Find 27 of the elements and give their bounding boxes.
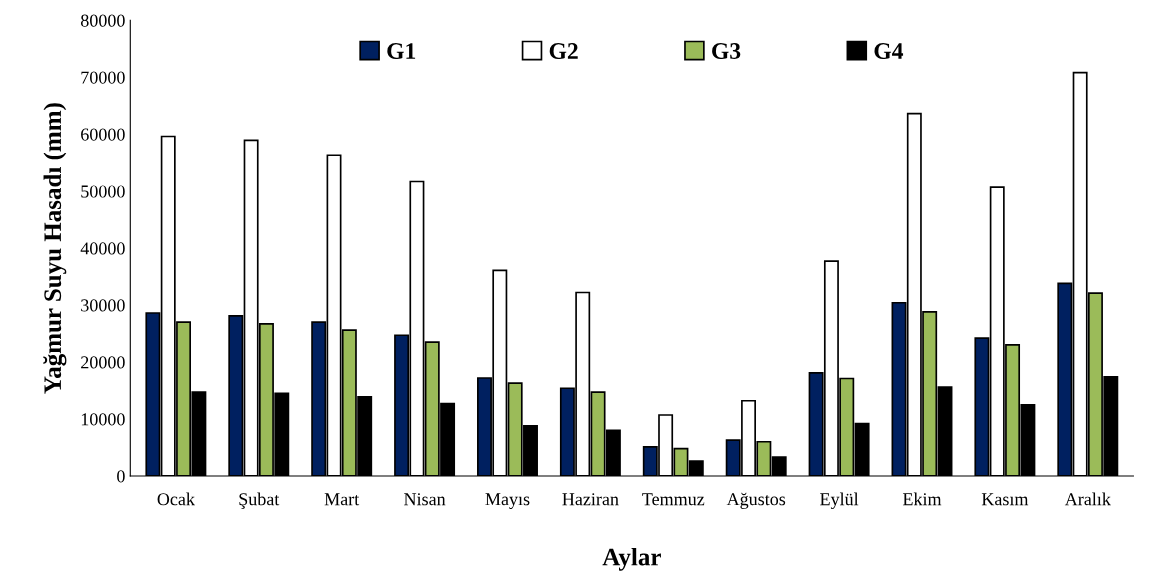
x-tick-label: Şubat — [239, 492, 280, 509]
legend-label: G4 — [874, 43, 904, 59]
y-tick-label: 10000 — [81, 413, 125, 426]
x-tick-label: Ağustos — [726, 492, 786, 509]
y-tick-label: 0 — [117, 470, 125, 483]
x-tick-label: Aralık — [1064, 492, 1111, 506]
y-tick-label: 70000 — [81, 71, 125, 84]
x-tick-label: Ocak — [157, 492, 195, 506]
legend-label: G3 — [712, 43, 741, 59]
x-tick-label: Haziran — [562, 493, 619, 506]
x-tick-label: Mart — [324, 493, 360, 506]
y-tick-label: 80000 — [80, 14, 125, 27]
legend-label: G2 — [549, 43, 578, 59]
y-tick-label: 60000 — [81, 128, 125, 141]
y-axis-title: Yağmur Suyu Hasadı (mm) — [43, 103, 67, 394]
x-tick-label: Kasım — [981, 493, 1029, 506]
x-tick-label: Nisan — [404, 493, 446, 506]
x-tick-label: Eylül — [820, 492, 859, 510]
y-tick-label: 30000 — [81, 299, 125, 312]
y-tick-label: 50000 — [81, 185, 125, 198]
x-axis-title: Aylar — [602, 547, 661, 571]
y-tick-label: 20000 — [81, 356, 125, 369]
x-tick-label: Mayıs — [485, 493, 530, 509]
x-tick-label: Ekim — [902, 492, 942, 506]
y-tick-label: 40000 — [80, 242, 125, 255]
legend-label: G1 — [387, 43, 416, 59]
x-tick-label: Temmuz — [642, 493, 705, 506]
